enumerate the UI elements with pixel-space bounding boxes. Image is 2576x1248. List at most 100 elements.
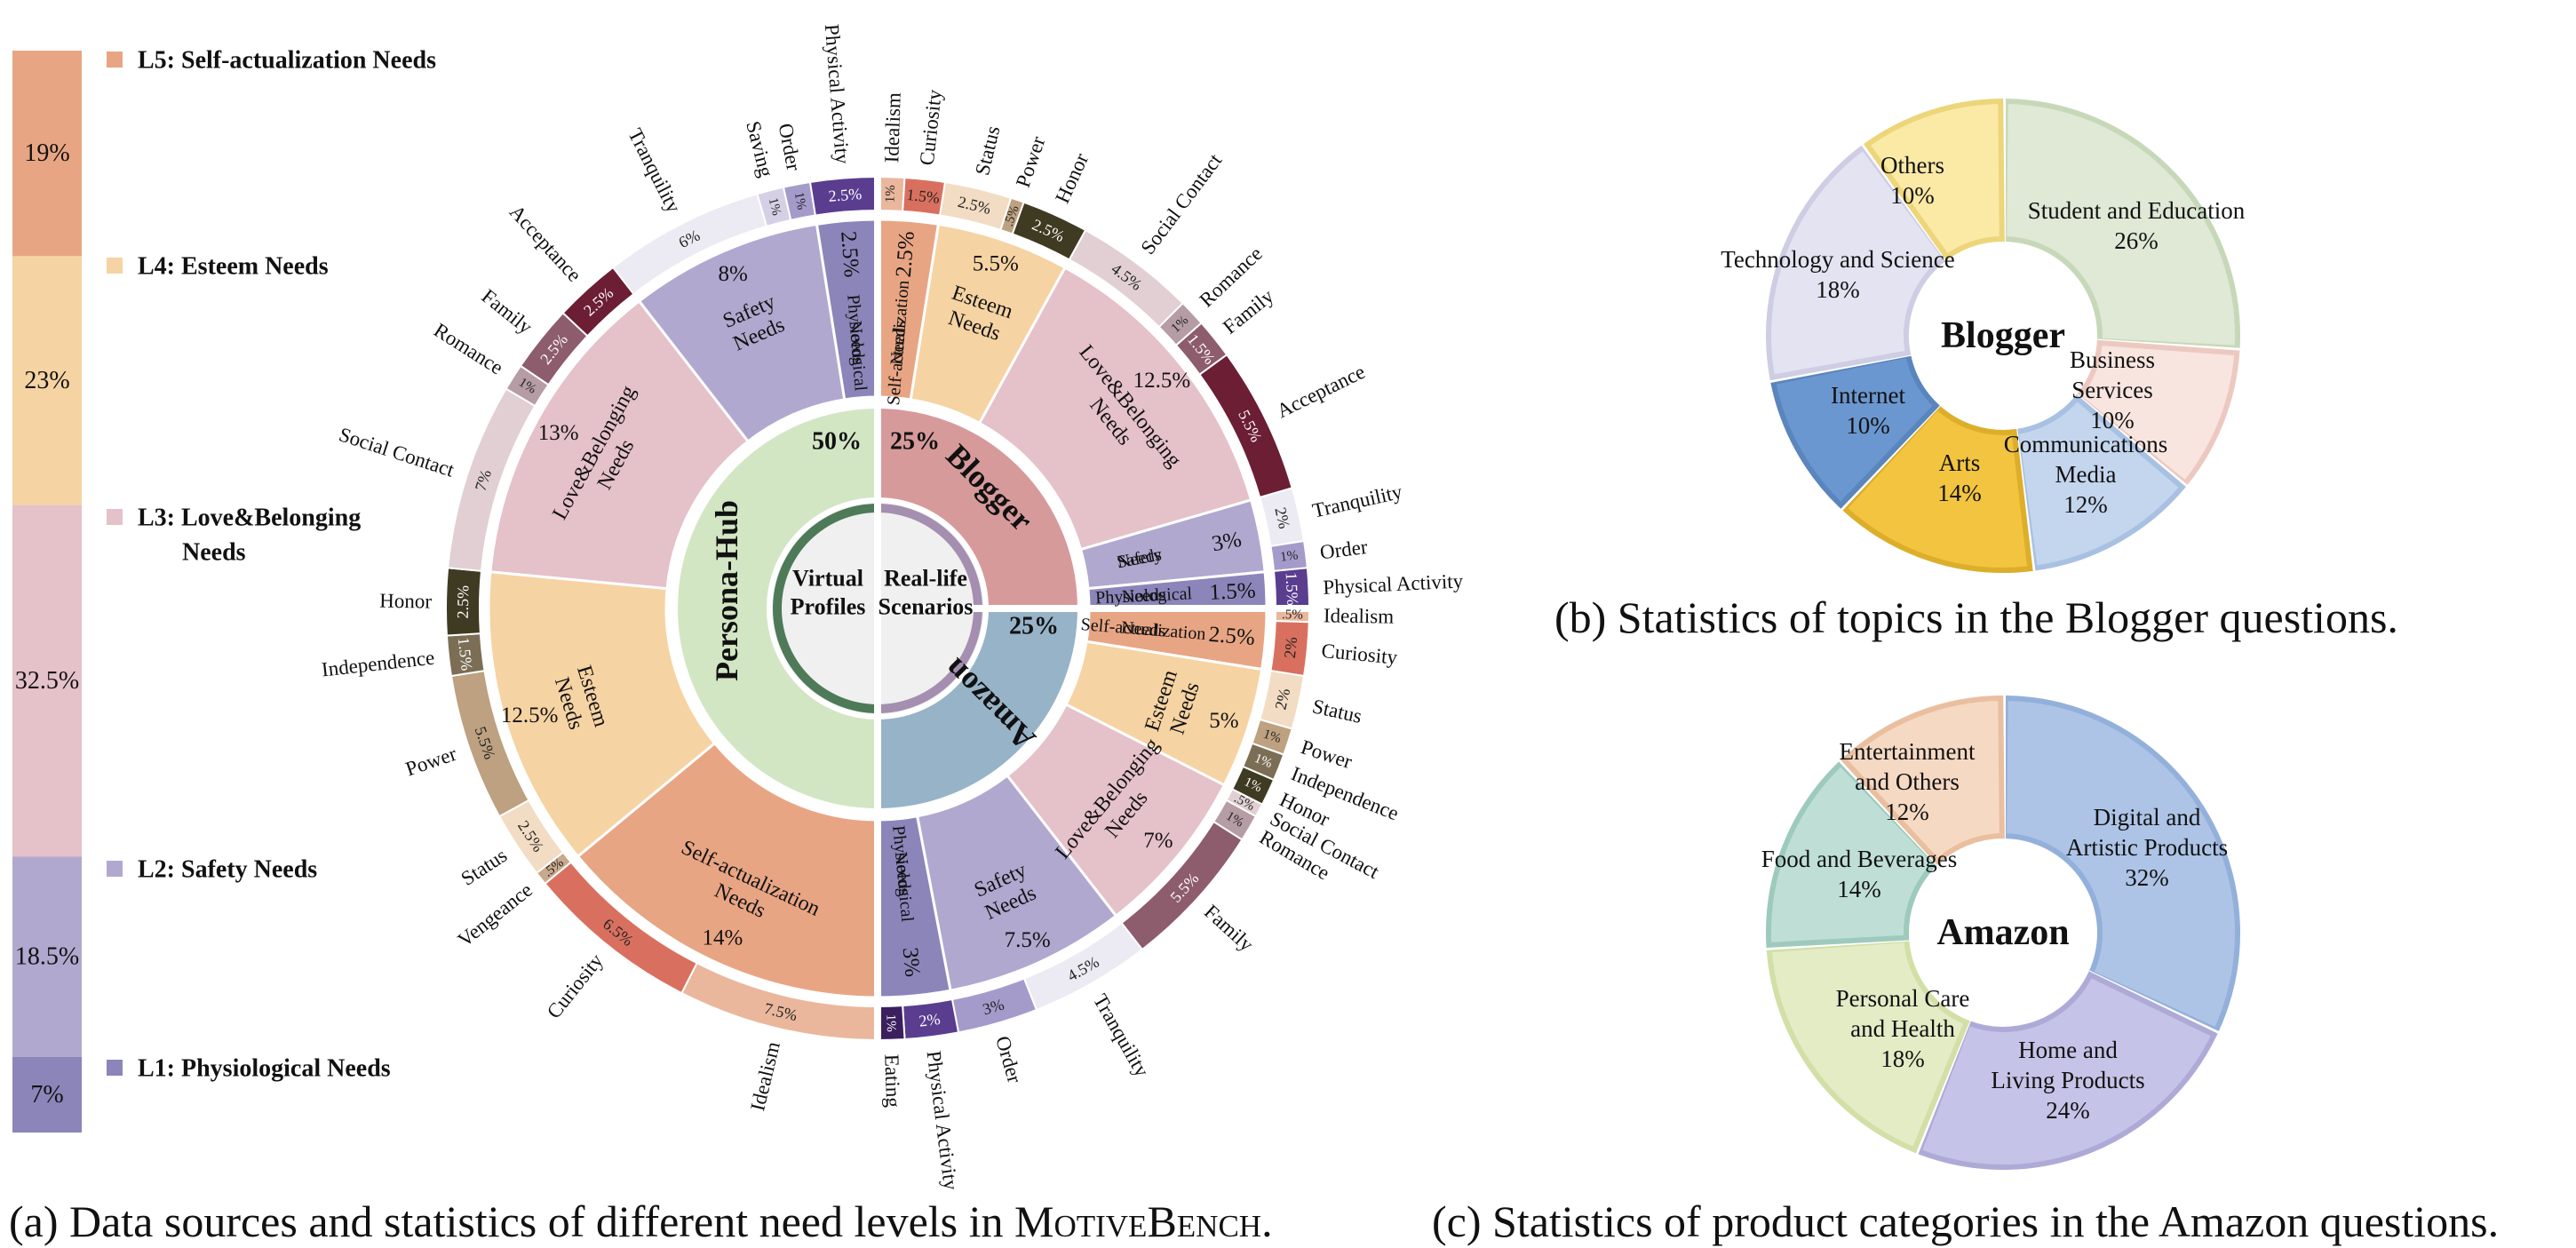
motive-label: Idealism [880,92,904,163]
center-label-left: Profiles [791,594,866,620]
amazon-donut-chart: Digital and Artistic Products 32% Home and L… [1761,691,2244,1173]
motive-label: Curiosity [543,950,608,1023]
motive-value: .5% [1002,203,1022,228]
level-value: 7% [1143,829,1173,853]
legend-label: L5: Self-actualization Needs [138,47,436,75]
slice-label: Communications [2004,431,2168,457]
center-label-right: Real-life [884,566,967,592]
motive-label: Tranquility [624,125,685,217]
motive-value: 1% [766,196,783,217]
slice-value: 26% [2114,227,2159,254]
level-label: Physiological [1095,584,1193,608]
legend-label: L1: Physiological Needs [138,1055,391,1083]
motive-label: Tranquility [1310,481,1404,522]
slice-label: Others [1880,152,1944,179]
slice-label: Food and Beverages [1761,846,1957,872]
level-bar-1 [12,1056,82,1133]
level-label: Needs [846,320,869,366]
slice-edge [1841,402,2033,573]
motive-label: Order [1318,536,1369,564]
level-bar-value: 7% [30,1081,63,1109]
slice-value: 10% [1846,412,1890,439]
source-value: 25% [890,428,940,456]
slice-edge [1915,971,2218,1170]
motive-label: Status [971,123,1004,178]
level-value: 7.5% [1005,928,1051,952]
level-bar-5 [12,51,82,257]
motive-label: Status [1310,695,1364,727]
level-bar-4 [12,256,82,505]
level-label: Needs [887,320,910,366]
motive-label: Eating [880,1053,904,1108]
motive-label: Honor [379,590,432,613]
level-value: 13% [538,421,579,445]
motive-label: Curiosity [1321,640,1399,669]
motive-value: 1.5% [1283,572,1302,606]
level-label: Needs [1120,618,1166,641]
level-value: 5.5% [973,252,1019,276]
motive-label: Curiosity [916,88,946,166]
motive-label: Romance [430,319,507,379]
level-value: 2.5% [1208,623,1256,650]
slice-others [1859,94,2006,265]
slice-label: Arts [1939,449,1981,476]
slice-label: Personal Care [1836,985,1970,1012]
slice-value: 18% [1880,1045,1925,1072]
motive-label: Physical Activity [923,1049,963,1191]
legend-label: L2: Safety Needs [138,856,317,884]
need-levels-bar: 19% L5: Self-actualization Needs 23% L4: Es… [12,47,436,1133]
level-value: 1.5% [1209,578,1256,604]
motive-label: Family [1200,901,1258,957]
slice-edge [1766,143,1950,381]
slice-entertainment-and-others [1836,691,2006,869]
slice-label: Student and Education [2028,197,2246,224]
slice-value: 14% [1837,876,1881,902]
motive-label: Idealism [746,1039,784,1113]
slice-value: 18% [1816,276,1860,303]
level-value: 5% [1209,709,1238,733]
slice-label: and Others [1855,768,1960,795]
motive-label: Acceptance [505,201,586,286]
slice-business-services [2071,338,2244,492]
motive-label: Status [457,844,512,890]
motive-label: Tranquility [1089,990,1154,1081]
motive-label: Honor [1051,149,1093,206]
slice-value: 24% [2046,1097,2090,1124]
slice-communications-media [2011,391,2190,576]
motive-label: Acceptance [1273,361,1368,423]
level-bar-value: 19% [24,139,69,167]
slice-edge [2013,394,2186,571]
legend-swatch [107,258,123,274]
center-label-left: Virtual [792,566,863,592]
slice-edge [2001,695,2240,1034]
slice-arts [1836,400,2036,576]
slice-label: and Health [1850,1015,1955,1042]
blogger-donut-chart: Student and Education 26% Business Services… [1721,94,2246,576]
slice-edge [1841,695,2005,866]
level-value: 14% [703,926,743,950]
slice-value: 10% [2090,407,2135,433]
level-value: 2.5% [892,230,919,278]
donut-title: Blogger [1941,315,2065,356]
source-persona-hub [672,402,880,815]
level-label: Needs [891,851,915,897]
source-value: 50% [812,428,862,456]
motive-value: 2% [1281,636,1300,659]
motive-value: 1% [1261,727,1283,746]
caption-c: (c) Statistics of product categories in … [1432,1196,2500,1246]
motive-label: Power [402,743,459,781]
motive-label: Social Contact [337,423,457,481]
legend-label: L3: Love&Belonging [138,505,361,532]
level-bar-value: 32.5% [15,667,79,695]
motive-label: Independence [321,647,436,681]
legend-swatch [107,1060,123,1076]
donut-title: Amazon [1936,912,2069,953]
slice-digital-and-artistic-products [2000,691,2244,1038]
slice-value: 32% [2125,864,2169,891]
source-label: Persona-Hub [709,500,744,681]
motive-value: 2.5% [454,585,473,619]
motive-label: Physical Activity [1323,569,1464,598]
level-bar-value: 18.5% [15,943,79,971]
slice-edge [1863,98,2005,261]
